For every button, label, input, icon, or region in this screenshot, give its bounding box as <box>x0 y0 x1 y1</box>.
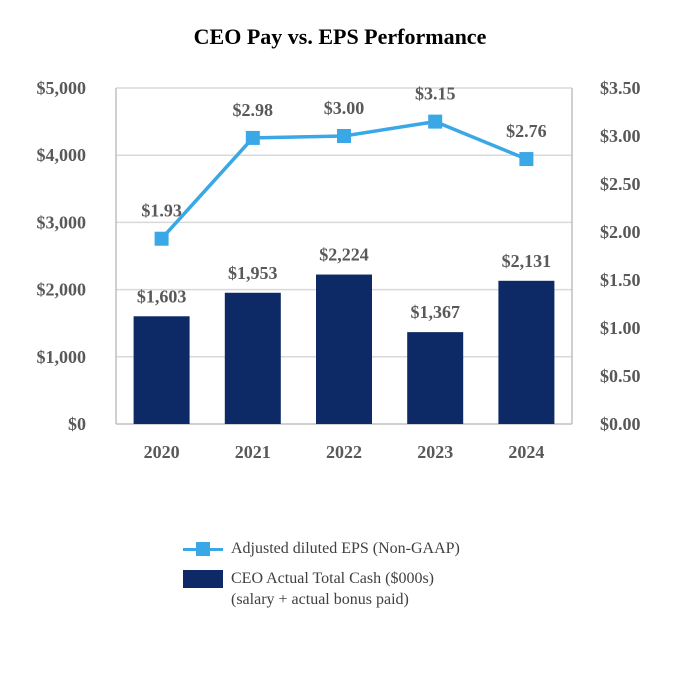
legend-line-swatch <box>183 538 223 560</box>
legend-label-ceo-cash: CEO Actual Total Cash ($000s) (salary + … <box>231 570 435 608</box>
bar-2020 <box>133 316 190 424</box>
bar-2021 <box>224 292 281 424</box>
eps-marker-2023 <box>428 114 443 129</box>
eps-marker-2024 <box>519 152 534 167</box>
bar-2024 <box>498 280 555 424</box>
eps-value-label: $2.76 <box>506 121 547 141</box>
y-right-tick-label: $3.50 <box>600 78 641 98</box>
y-left-tick-label: $2,000 <box>37 280 87 300</box>
y-right-tick-label: $1.00 <box>600 318 641 338</box>
legend-item-eps: Adjusted diluted EPS (Non-GAAP) <box>183 538 460 560</box>
eps-marker-2021 <box>245 130 260 145</box>
x-tick-label: 2023 <box>417 442 453 462</box>
eps-value-label: $3.00 <box>324 98 365 118</box>
bar-2022 <box>316 274 372 424</box>
bar-value-label: $1,603 <box>137 286 187 306</box>
y-left-tick-label: $3,000 <box>37 212 87 232</box>
eps-marker-2020 <box>154 231 169 246</box>
bar-value-label: $2,131 <box>502 251 552 271</box>
bar-value-label: $1,367 <box>410 302 460 322</box>
x-tick-label: 2020 <box>144 442 180 462</box>
y-left-tick-label: $5,000 <box>37 78 87 98</box>
y-left-tick-label: $0 <box>68 414 86 434</box>
legend-label-eps: Adjusted diluted EPS (Non-GAAP) <box>231 540 460 557</box>
chart-title: CEO Pay vs. EPS Performance <box>193 24 487 49</box>
eps-value-label: $3.15 <box>415 84 456 104</box>
eps-marker-2022 <box>337 129 351 143</box>
y-right-tick-label: $2.50 <box>600 174 641 194</box>
y-left-tick-label: $1,000 <box>37 347 87 367</box>
x-tick-label: 2024 <box>508 442 544 462</box>
y-right-tick-label: $2.00 <box>600 222 641 242</box>
eps-value-label: $1.93 <box>141 201 182 221</box>
y-right-tick-label: $1.50 <box>600 270 641 290</box>
bar-value-label: $2,224 <box>319 245 369 265</box>
legend-bar-swatch <box>183 570 223 588</box>
legend: Adjusted diluted EPS (Non-GAAP) CEO Actu… <box>183 538 460 618</box>
y-right-tick-label: $3.00 <box>600 126 641 146</box>
y-left-tick-label: $4,000 <box>37 145 87 165</box>
x-tick-label: 2022 <box>326 442 362 462</box>
bar-2023 <box>407 332 464 424</box>
bar-value-label: $1,953 <box>228 263 278 283</box>
x-tick-label: 2021 <box>235 442 271 462</box>
y-right-tick-label: $0.00 <box>600 414 641 434</box>
y-right-tick-label: $0.50 <box>600 366 641 386</box>
legend-item-ceo-cash: CEO Actual Total Cash ($000s) (salary + … <box>183 568 460 610</box>
eps-value-label: $2.98 <box>233 100 274 120</box>
